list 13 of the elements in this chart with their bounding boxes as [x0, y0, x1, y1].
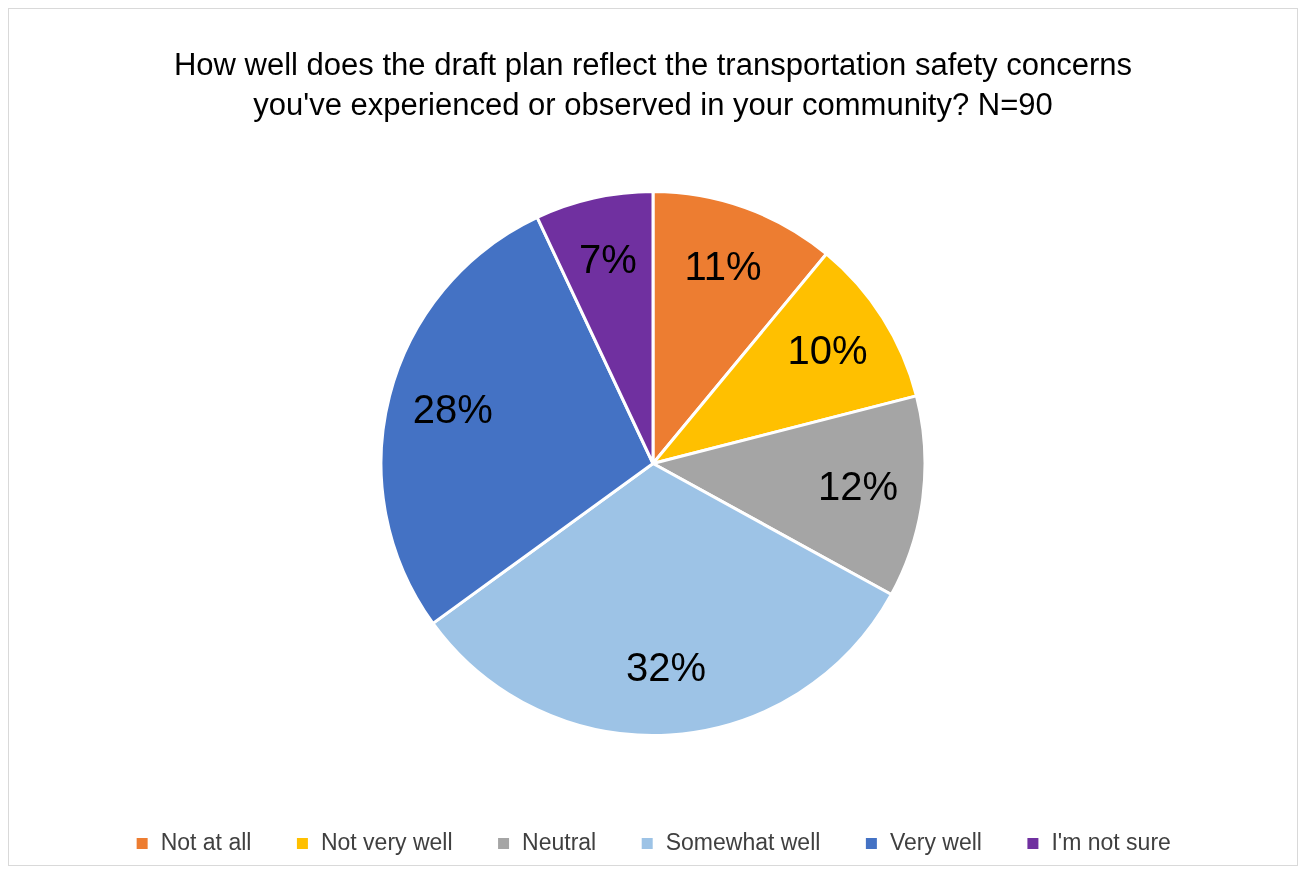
legend-label: Neutral — [522, 828, 597, 855]
legend-label: Not very well — [320, 828, 453, 855]
data-label: 11% — [684, 244, 762, 289]
legend-label: Somewhat well — [665, 828, 821, 855]
data-label: 12% — [818, 464, 899, 509]
chart-title: How well does the draft plan reflect the transportation safety concerns you've experienced or observed in your community? N=90 — [172, 46, 1134, 124]
data-label: 32% — [625, 644, 707, 689]
legend-label: Not at all — [160, 828, 252, 855]
legend-label: Very well — [889, 828, 982, 855]
data-label: 7% — [579, 236, 637, 281]
data-label: 28% — [412, 387, 493, 432]
data-label: 10% — [787, 327, 868, 372]
legend-label: I'm not sure — [1051, 828, 1171, 855]
